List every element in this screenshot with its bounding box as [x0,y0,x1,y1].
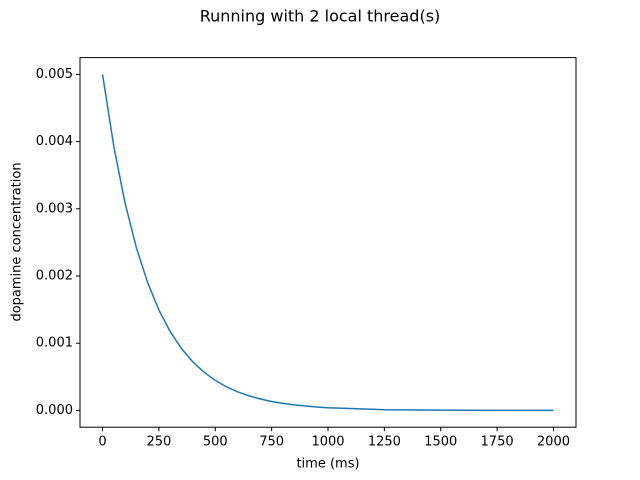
y-axis-label: dopamine concentration [10,162,25,321]
x-tick-label: 500 [203,435,228,450]
x-tick-label: 1750 [481,435,514,450]
x-tick-label: 750 [259,435,284,450]
x-tick-label: 1250 [368,435,401,450]
y-tick-label: 0.005 [36,67,73,82]
data-line [101,74,554,412]
x-tick-label: 0 [98,435,106,450]
plot-frame [79,57,577,428]
x-tick-label: 250 [146,435,171,450]
y-tick-label: 0.002 [36,269,73,284]
x-tick-label: 1500 [424,435,457,450]
x-tick-label: 1000 [311,435,344,450]
y-tick-label: 0.004 [36,134,73,149]
x-axis-label: time (ms) [296,457,359,472]
chart-title: Running with 2 local thread(s) [200,7,441,26]
y-tick-label: 0.001 [36,336,73,351]
y-tick-label: 0.000 [36,403,73,418]
x-tick-label: 2000 [537,435,570,450]
y-tick-label: 0.003 [36,201,73,216]
